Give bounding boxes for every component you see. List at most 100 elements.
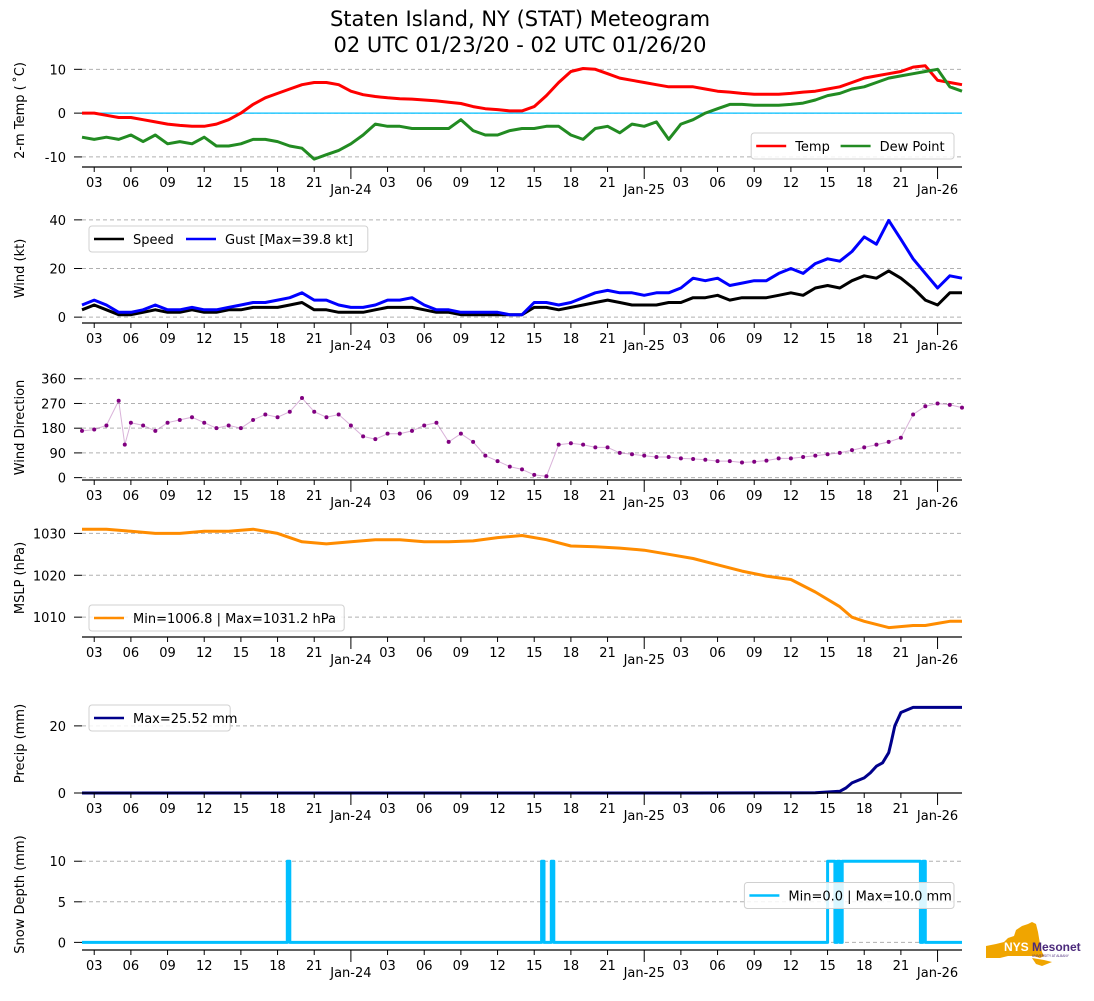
data-point-wdir — [153, 428, 158, 433]
data-point-wdir — [813, 453, 818, 458]
data-point-wdir — [226, 423, 231, 428]
y-tick-label-mslp: 1010 — [33, 611, 66, 626]
x-tick-label-wdir: 06 — [123, 489, 140, 504]
x-tick-label-snow: 03 — [673, 959, 690, 974]
y-tick-label-wdir: 270 — [41, 397, 66, 412]
x-tick-label-mslp: 21 — [306, 646, 323, 661]
x-date-label-temp: Jan-26 — [916, 183, 958, 198]
data-point-wdir — [458, 431, 463, 436]
data-point-wdir — [703, 457, 708, 462]
x-tick-label-wind: 12 — [783, 332, 800, 347]
x-tick-label-precip: 15 — [819, 802, 836, 817]
data-point-wdir — [923, 404, 928, 409]
x-tick-label-temp: 12 — [489, 176, 506, 191]
data-point-wdir — [495, 459, 500, 464]
legend-label-temp: Temp — [794, 140, 830, 155]
x-tick-label-wind: 15 — [233, 332, 250, 347]
x-date-label-precip: Jan-24 — [329, 809, 371, 824]
data-point-wdir — [92, 427, 97, 432]
y-tick-label-wdir: 90 — [49, 447, 66, 462]
data-point-wdir — [678, 456, 683, 461]
data-point-wdir — [190, 415, 194, 420]
data-point-wdir — [605, 445, 610, 450]
data-point-wdir — [630, 452, 634, 457]
x-tick-label-mslp: 21 — [893, 646, 910, 661]
data-point-wdir — [446, 439, 451, 444]
y-tick-label-wind: 0 — [58, 311, 66, 326]
ny-state-shape-icon — [986, 922, 1052, 966]
data-point-wdir — [263, 412, 268, 417]
chart-title-line2: 02 UTC 01/23/20 - 02 UTC 01/26/20 — [333, 33, 707, 57]
data-point-wdir — [177, 417, 182, 422]
x-tick-label-precip: 12 — [196, 802, 213, 817]
x-tick-label-snow: 12 — [783, 959, 800, 974]
y-axis-label-temp: 2-m Temp ( ˚C) — [12, 62, 28, 159]
data-point-wdir — [251, 417, 256, 422]
data-point-wdir — [593, 445, 598, 450]
data-point-wdir — [312, 409, 317, 414]
data-point-wdir — [532, 472, 537, 477]
legend-box-snow — [743, 882, 955, 909]
x-tick-label-mslp: 03 — [86, 646, 103, 661]
x-tick-label-mslp: 03 — [673, 646, 690, 661]
x-tick-label-precip: 15 — [526, 802, 543, 817]
x-tick-label-precip: 21 — [599, 802, 616, 817]
x-tick-label-wdir: 21 — [893, 489, 910, 504]
y-tick-label-wdir: 180 — [41, 422, 66, 437]
x-tick-label-wdir: 03 — [379, 489, 396, 504]
legend-label-temp: Dew Point — [880, 140, 945, 155]
data-point-wdir — [410, 428, 414, 433]
x-tick-label-mslp: 15 — [819, 646, 836, 661]
x-tick-label-snow: 18 — [563, 959, 580, 974]
x-tick-label-wind: 06 — [123, 332, 140, 347]
x-tick-label-temp: 18 — [856, 176, 873, 191]
x-date-label-precip: Jan-25 — [623, 809, 665, 824]
x-tick-label-mslp: 18 — [269, 646, 286, 661]
x-tick-label-wdir: 09 — [159, 489, 176, 504]
x-tick-label-wind: 18 — [856, 332, 873, 347]
x-tick-label-snow: 15 — [819, 959, 836, 974]
y-tick-label-temp: 0 — [58, 107, 66, 122]
x-tick-label-mslp: 15 — [526, 646, 543, 661]
x-date-label-wind: Jan-26 — [916, 339, 958, 354]
x-tick-label-temp: 03 — [673, 176, 690, 191]
x-tick-label-wdir: 12 — [196, 489, 213, 504]
y-tick-label-wdir: 360 — [41, 373, 66, 388]
data-point-wdir — [122, 442, 127, 447]
data-point-wdir — [128, 420, 133, 425]
x-tick-label-precip: 03 — [379, 802, 396, 817]
y-tick-label-wdir: 0 — [58, 472, 66, 487]
x-tick-label-wind: 21 — [893, 332, 910, 347]
x-date-label-mslp: Jan-26 — [916, 653, 958, 668]
x-tick-label-precip: 12 — [489, 802, 506, 817]
x-tick-label-snow: 18 — [856, 959, 873, 974]
logo-nys-text: NYS — [1004, 940, 1029, 954]
x-tick-label-wdir: 21 — [599, 489, 616, 504]
x-date-label-temp: Jan-25 — [623, 183, 665, 198]
x-tick-label-precip: 12 — [783, 802, 800, 817]
x-date-label-snow: Jan-24 — [329, 966, 371, 981]
series-line-temp-0 — [82, 64, 963, 128]
x-tick-label-precip: 06 — [123, 802, 140, 817]
x-tick-label-temp: 21 — [893, 176, 910, 191]
x-tick-label-wind: 18 — [563, 332, 580, 347]
x-tick-label-temp: 06 — [123, 176, 140, 191]
data-point-wdir — [300, 395, 304, 400]
x-tick-label-temp: 06 — [416, 176, 433, 191]
data-point-wdir — [776, 456, 781, 461]
panel-precip: 0 20 Precip (mm) 03 06 09 12 15 18 21 03 06 09 12 15 18… — [13, 704, 962, 824]
x-date-label-precip: Jan-26 — [916, 809, 958, 824]
x-tick-label-wind: 09 — [453, 332, 470, 347]
series-line-mslp-0 — [82, 527, 962, 630]
data-point-wdir — [947, 402, 952, 407]
series-line-wind-1 — [81, 218, 963, 317]
x-tick-label-wind: 21 — [306, 332, 323, 347]
x-tick-label-temp: 18 — [563, 176, 580, 191]
data-point-wdir — [617, 450, 622, 455]
x-tick-label-wind: 03 — [379, 332, 396, 347]
x-tick-label-snow: 09 — [159, 959, 176, 974]
x-tick-label-precip: 15 — [233, 802, 250, 817]
data-point-wdir — [581, 442, 586, 447]
x-tick-label-snow: 06 — [123, 959, 140, 974]
